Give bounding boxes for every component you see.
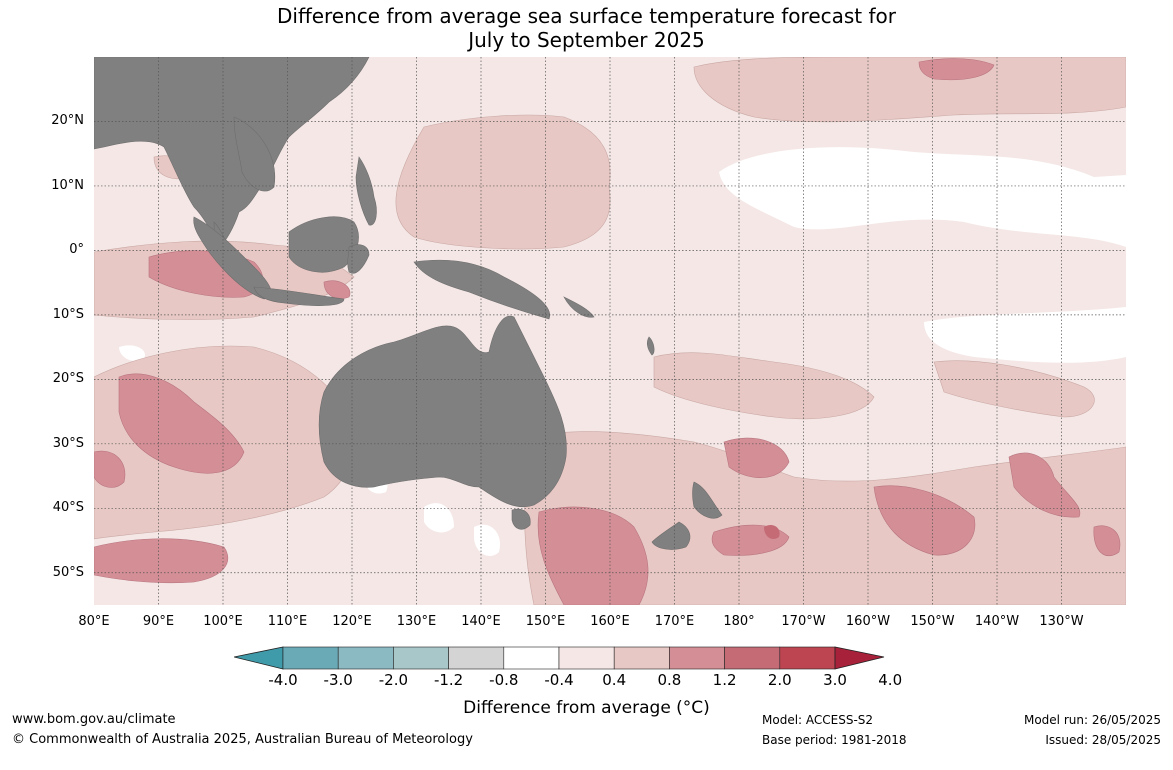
philippines — [355, 156, 377, 226]
longitude-label: 160°E — [590, 614, 630, 629]
longitude-label: 130°E — [396, 614, 437, 629]
colorbar-segment — [448, 646, 505, 670]
colorbar-tick-label: 2.0 — [767, 671, 792, 689]
graticule — [94, 57, 1126, 605]
colorbar-tick-label: -0.8 — [489, 671, 519, 689]
colorbar-segment — [337, 646, 394, 670]
asia-mainland — [94, 57, 370, 248]
longitude-label: 150°W — [910, 614, 955, 629]
longitude-label: 180° — [723, 614, 755, 629]
latitude-label: 40°S — [52, 500, 84, 516]
java — [253, 286, 345, 306]
longitude-label: 80°E — [78, 614, 110, 629]
footer-model-run: Model run: 26/05/2025 — [1023, 713, 1161, 727]
indochina — [233, 116, 276, 192]
solomon-islands — [563, 296, 595, 318]
anomaly-band-2p0 — [764, 525, 780, 539]
longitude-label: 100°E — [203, 614, 243, 629]
tasmania — [511, 508, 531, 530]
colorbar-segment — [669, 646, 725, 670]
sst-anomaly-map — [94, 57, 1126, 605]
colorbar-segment — [779, 646, 836, 670]
new-guinea — [413, 259, 551, 320]
colorbar-tick-label: -3.0 — [323, 671, 353, 689]
latitude-label: 30°S — [52, 435, 84, 451]
colorbar-tick-label: 3.0 — [823, 671, 847, 689]
colorbar-extend-high — [834, 646, 885, 670]
title-line-2: July to September 2025 — [468, 28, 705, 52]
new-zealand-south — [651, 521, 691, 550]
footer-base-period: Base period: 1981-2018 — [762, 733, 907, 747]
longitude-label: 170°W — [781, 614, 826, 629]
footer-url[interactable]: www.bom.gov.au/climate — [12, 712, 176, 727]
longitude-label: 150°E — [525, 614, 566, 629]
longitude-label: 110°E — [267, 614, 308, 629]
title-line-1: Difference from average sea surface temp… — [276, 4, 896, 28]
colorbar-segment — [724, 646, 781, 670]
map-title: Difference from average sea surface temp… — [0, 4, 1173, 52]
colorbar — [234, 646, 885, 670]
colorbar-tick-label: 0.4 — [602, 671, 627, 689]
colorbar-tick-label: -0.4 — [544, 671, 574, 689]
colorbar-segment — [558, 646, 615, 670]
colorbar-segment — [503, 646, 560, 670]
land-masses — [94, 57, 723, 550]
longitude-label: 130°W — [1039, 614, 1084, 629]
latitude-label: 10°S — [52, 306, 84, 322]
latitude-label: 0° — [69, 242, 84, 258]
longitude-label: 170°E — [654, 614, 695, 629]
latitude-label: 20°N — [51, 113, 84, 129]
latitude-label: 20°S — [52, 371, 84, 387]
sulawesi — [347, 244, 370, 274]
colorbar-segment — [393, 646, 449, 670]
colorbar-segment — [282, 646, 339, 670]
longitude-label: 140°E — [461, 614, 501, 629]
footer-copyright: © Commonwealth of Australia 2025, Austra… — [12, 732, 473, 747]
longitude-label: 90°E — [142, 614, 175, 629]
longitude-label: 140°W — [974, 614, 1020, 629]
australia — [318, 315, 567, 508]
sumatra — [193, 216, 272, 300]
colorbar-tick-label: 0.8 — [657, 671, 682, 689]
new-zealand-north — [692, 481, 723, 519]
colorbar-tick-label: -4.0 — [268, 671, 298, 689]
colorbar-title: Difference from average (°C) — [463, 698, 710, 718]
latitude-label: 50°S — [52, 564, 84, 580]
vanuatu — [647, 336, 655, 356]
longitude-label: 160°W — [845, 614, 891, 629]
colorbar-tick-label: -2.0 — [378, 671, 409, 689]
colorbar-tick-label: -1.2 — [433, 671, 464, 689]
latitude-label: 10°N — [51, 177, 84, 193]
footer-issued: Issued: 28/05/2025 — [1045, 733, 1161, 747]
colorbar-extend-low — [234, 646, 284, 670]
longitude-label: 120°E — [332, 614, 372, 629]
colorbar-tick-label: 1.2 — [712, 671, 737, 689]
colorbar-segment — [613, 646, 670, 670]
footer-model: Model: ACCESS-S2 — [762, 713, 874, 727]
colorbar-tick-label: 4.0 — [878, 671, 903, 689]
